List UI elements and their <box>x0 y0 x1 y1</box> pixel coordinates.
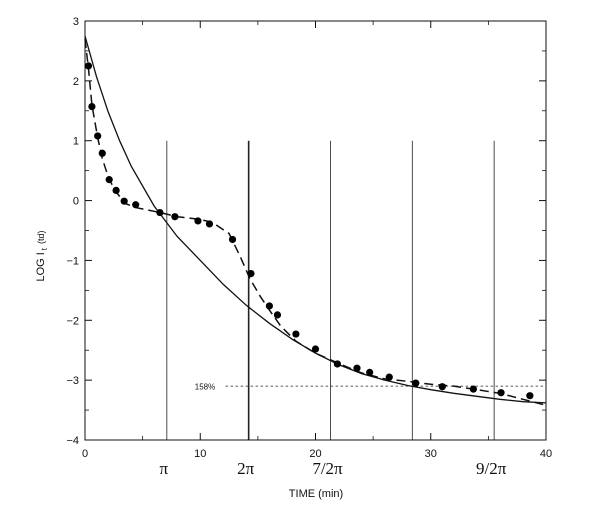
data-point <box>412 379 420 387</box>
y-tick-label: −4 <box>66 435 79 447</box>
data-point <box>333 360 341 368</box>
data-point <box>171 213 179 221</box>
y-tick-label: −2 <box>66 315 79 327</box>
x-tick-label: 20 <box>309 448 321 460</box>
y-tick-label: 0 <box>73 196 79 208</box>
phase-label: 7/2π <box>312 459 343 478</box>
data-point <box>156 208 164 217</box>
reference-line-label: 158% <box>195 383 215 392</box>
y-tick-label: −3 <box>66 375 79 387</box>
data-point <box>385 373 393 381</box>
phase-label: 2π <box>237 459 255 478</box>
data-point <box>497 389 505 397</box>
x-tick-label: 30 <box>425 448 437 460</box>
phase-label: 9/2π <box>476 459 507 478</box>
y-axis-label-subscript: t <box>40 247 49 250</box>
data-point <box>228 235 237 244</box>
reference-line-layer: 158% <box>195 383 546 392</box>
y-tick-label: 1 <box>73 136 79 148</box>
data-point <box>438 383 446 391</box>
svg-text:LOG It(td): LOG I t (td) <box>35 230 49 281</box>
y-axis-label-main: LOG I <box>35 252 47 281</box>
data-point <box>353 364 361 372</box>
data-point <box>84 62 93 70</box>
y-tick-label: 2 <box>73 76 79 88</box>
data-point <box>112 186 120 194</box>
data-point <box>265 302 273 310</box>
data-point <box>292 330 300 338</box>
y-tick-label: −1 <box>66 255 79 267</box>
data-point <box>469 385 477 393</box>
data-point <box>105 176 113 184</box>
y-axis-label: LOG I t (td) <box>35 230 49 281</box>
y-tick-label: 3 <box>73 16 79 28</box>
data-point <box>273 311 282 319</box>
x-axis-label: TIME (min) <box>289 488 343 500</box>
data-point <box>366 368 374 376</box>
data-point <box>311 345 320 353</box>
plot-frame-layer <box>84 20 547 441</box>
data-point <box>526 392 534 400</box>
data-point <box>247 269 255 278</box>
data-point <box>132 201 140 209</box>
x-tick-label: 40 <box>540 448 552 460</box>
data-point <box>98 149 106 157</box>
plot-frame <box>84 20 547 441</box>
y-axis-label-unit: (td) <box>36 230 46 244</box>
phase-lines-layer: π 2π 7/2π 9/2π <box>160 140 507 478</box>
x-tick-label: 10 <box>194 448 206 460</box>
data-point <box>194 217 202 225</box>
x-tick-label: 0 <box>82 448 88 460</box>
series-line-solid <box>84 35 547 404</box>
data-point <box>120 197 128 205</box>
points-layer <box>84 62 534 400</box>
data-point <box>88 102 96 111</box>
phase-label: π <box>160 459 169 478</box>
data-point <box>205 220 214 228</box>
data-point <box>94 132 102 140</box>
